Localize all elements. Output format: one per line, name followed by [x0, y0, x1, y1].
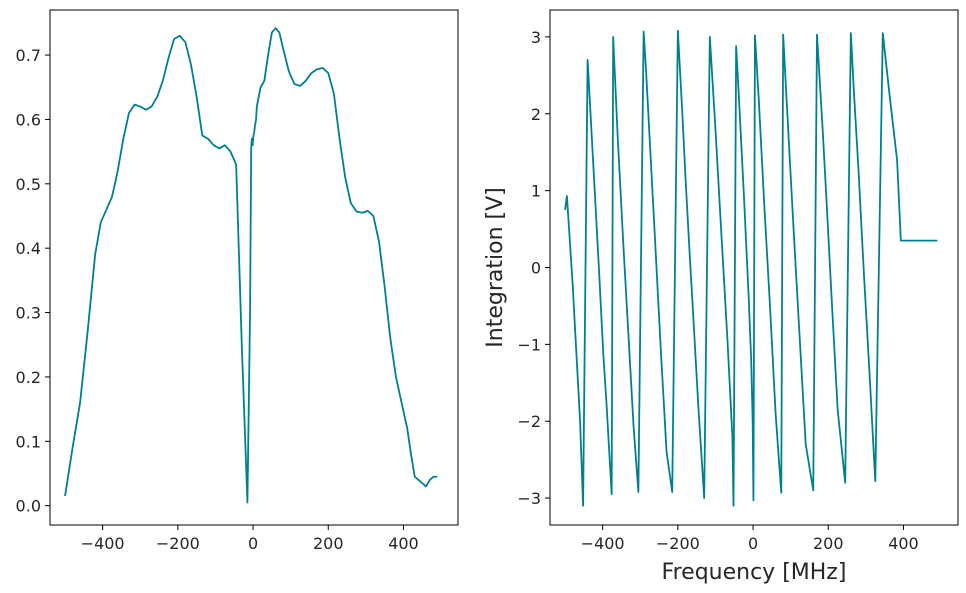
- right-y-tick-label-3: 0: [531, 259, 541, 278]
- left-x-tick-label-2: 0: [248, 534, 258, 553]
- left-y-tick-label-0: 0.0: [16, 497, 41, 516]
- right-y-tick-label-5: 2: [531, 105, 541, 124]
- left-y-tick-label-3: 0.3: [16, 304, 41, 323]
- right-y-tick-label-1: −2: [517, 412, 541, 431]
- left-x-tick-label-3: 200: [313, 534, 344, 553]
- right-x-tick-label-0: −400: [581, 534, 625, 553]
- left-x-tick-label-4: 400: [388, 534, 419, 553]
- right-x-tick-label-4: 400: [888, 534, 919, 553]
- left-y-tick-label-2: 0.2: [16, 368, 41, 387]
- left-y-tick-label-1: 0.1: [16, 432, 41, 451]
- left-x-tick-label-1: −200: [156, 534, 200, 553]
- left-chart: −400 −200 0 200 400 0.0 0.1 0.2 0.3 0.4 0.5 0.6 0.7: [16, 9, 459, 553]
- right-y-tick-label-6: 3: [531, 28, 541, 47]
- left-plot-frame: [49, 9, 459, 526]
- left-y-tick-label-4: 0.4: [16, 239, 41, 258]
- left-series-line-0: [64, 27, 438, 504]
- right-y-tick-label-0: −3: [517, 489, 541, 508]
- left-y-tick-label-7: 0.7: [16, 46, 41, 65]
- right-chart: −400 −200 0 200 400 −3 −2 −1 0 1 2 3 Frequency [MHz]…: [483, 9, 959, 585]
- left-y-tick-label-5: 0.5: [16, 175, 41, 194]
- left-y-tick-label-6: 0.6: [16, 110, 41, 129]
- right-x-tick-label-2: 0: [748, 534, 758, 553]
- right-y-axis-label: Integration [V]: [483, 187, 508, 347]
- right-y-tick-label-4: 1: [531, 182, 541, 201]
- right-x-tick-label-3: 200: [813, 534, 844, 553]
- right-x-tick-label-1: −200: [656, 534, 700, 553]
- right-series-line-0: [564, 29, 938, 507]
- left-x-tick-label-0: −400: [81, 534, 125, 553]
- right-x-axis-label: Frequency [MHz]: [662, 560, 847, 585]
- right-y-tick-label-2: −1: [517, 335, 541, 354]
